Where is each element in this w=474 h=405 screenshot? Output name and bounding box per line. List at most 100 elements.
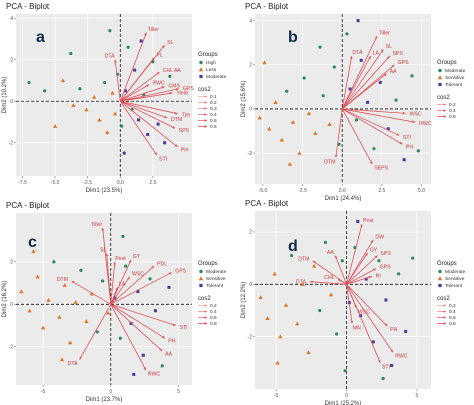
cos2-legend-arrowhead [204, 119, 207, 122]
data-point [79, 268, 83, 272]
data-point [290, 120, 296, 124]
loading-arrow [110, 287, 118, 305]
variable-label: SPS [380, 251, 391, 257]
legend-label: Tolerant [206, 283, 224, 289]
loading-arrow [346, 239, 374, 285]
data-point [35, 274, 40, 279]
data-point [328, 292, 334, 297]
arrow-head [176, 88, 179, 91]
data-point [146, 132, 150, 136]
arrow-head [380, 49, 384, 53]
data-point [84, 319, 89, 323]
arrow-head [172, 323, 176, 326]
data-point [59, 357, 65, 362]
variable-label: PDL [157, 261, 167, 267]
x-axis-label: Dim1 (23.5%) [86, 188, 123, 194]
x-tick-label: 2.5 [378, 188, 385, 194]
loading-arrow [110, 304, 147, 371]
data-point [312, 263, 317, 268]
data-point [103, 80, 107, 85]
variable-label: DTA [105, 54, 116, 60]
data-point [267, 126, 272, 131]
chart-title: PCA - Biplot [245, 2, 289, 11]
data-point [262, 60, 267, 65]
arrow-head [368, 55, 371, 59]
data-point [300, 282, 305, 286]
data-point [384, 298, 388, 302]
variable-label: CHL [324, 275, 334, 281]
loading-arrow [110, 303, 166, 339]
cos2-legend-arrowhead [443, 316, 446, 319]
data-point [364, 277, 368, 281]
x-axis-label: Dim1 (24.4%) [325, 196, 362, 202]
arrow-head [168, 272, 172, 275]
loading-arrow [335, 108, 343, 158]
y-tick-label: 2 [249, 230, 252, 236]
panel-letter: b [288, 29, 298, 46]
data-point [335, 332, 339, 336]
loading-arrow [346, 284, 381, 363]
loading-arrow [346, 223, 363, 285]
loading-arrow [346, 268, 377, 285]
loading-arrow [342, 108, 416, 123]
variable-label: PH [168, 338, 175, 344]
arrow-head [350, 320, 354, 324]
loading-arrow [110, 265, 155, 305]
legend: GroupsModerateSensitiveTolerantcos20.20.… [437, 261, 466, 327]
legend-label: Moderate [206, 74, 227, 80]
data-point [84, 107, 89, 112]
data-point [372, 147, 376, 151]
cos2-legend-arrowhead [204, 316, 207, 319]
x-axis-label: Dim1 (23.7%) [86, 397, 123, 403]
data-point [356, 19, 360, 23]
variable-label: STI [180, 325, 188, 331]
cos2-legend-arrowhead [443, 304, 446, 307]
data-point [168, 74, 172, 78]
arrow-head [334, 154, 338, 158]
data-point [108, 29, 112, 33]
loading-arrow [346, 284, 388, 327]
loading-arrow [342, 108, 403, 145]
y-tick-label: -2 [248, 334, 253, 340]
cos2-legend-title: cos2 [198, 87, 211, 93]
variable-label: RWC [395, 354, 408, 360]
arrow-head [390, 349, 393, 353]
data-point [257, 115, 262, 120]
data-point [323, 240, 327, 245]
x-tick-label: 0.0 [339, 188, 346, 194]
variable-label: PH [390, 327, 397, 333]
data-point [118, 336, 122, 340]
arrow-head [374, 36, 378, 40]
loading-arrow [342, 108, 406, 114]
arrow-head [312, 260, 316, 264]
legend-marker [199, 74, 203, 79]
legend-label: Sensitive [445, 276, 465, 282]
legend-marker [199, 60, 203, 65]
arrow-head [144, 32, 147, 36]
arrow-head [391, 64, 395, 68]
loading-arrow [341, 55, 391, 110]
variable-label: SPS [392, 51, 403, 57]
data-point [273, 100, 278, 104]
loading-arrow [119, 57, 155, 102]
variable-label: AA [327, 250, 334, 256]
cos2-legend-label: 0.2 [449, 303, 456, 309]
data-point [348, 87, 352, 91]
x-tick-label: 0 [109, 389, 112, 395]
x-tick-label: 5.0 [418, 188, 425, 194]
y-tick-label: 4 [10, 16, 13, 22]
panel-letter: a [36, 29, 45, 46]
chart-title: PCA - Biplot [6, 201, 50, 210]
data-point [275, 360, 280, 365]
loading-arrow [110, 304, 163, 352]
x-tick-label: -5 [274, 393, 279, 399]
data-point [377, 259, 381, 263]
arrow-head [335, 255, 338, 259]
data-point [73, 300, 78, 304]
legend-marker [198, 67, 204, 72]
arrow-head [161, 45, 165, 49]
data-point [390, 363, 394, 367]
data-point [285, 89, 289, 93]
legend-marker [438, 68, 442, 73]
